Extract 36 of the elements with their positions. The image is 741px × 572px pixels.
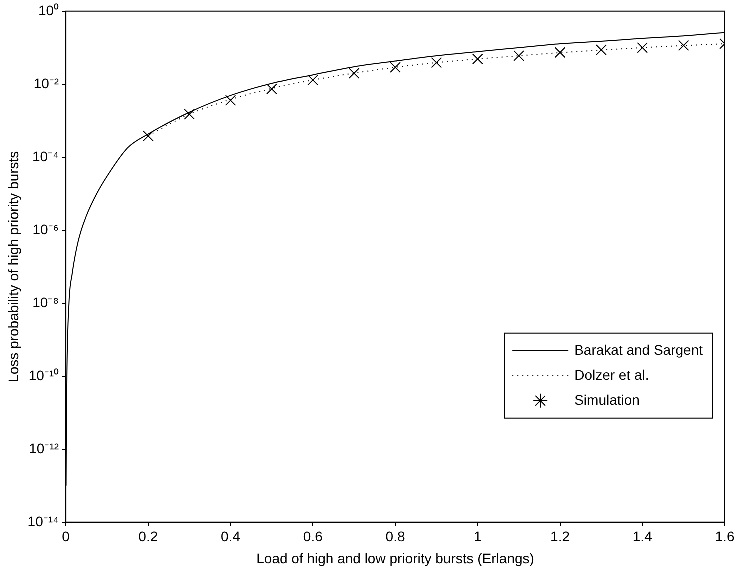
point [637,42,648,54]
y-tick-label: 10⁻¹² [29,440,60,456]
y-tick-label: 10⁻¹⁰ [28,367,60,384]
point [266,84,278,95]
x-tick-label: 0.4 [221,528,241,545]
point [554,47,566,58]
y-tick-label: 10⁻⁴ [32,148,60,164]
x-tick-label: 0.2 [138,528,158,545]
x-tick-label: 0 [62,528,70,545]
y-tick-label: 10⁻¹⁴ [28,513,60,530]
x-axis-title: Load of high and low priority bursts (Erlangs) [256,550,534,566]
point [472,54,484,65]
x-tick-label: 1.4 [632,528,653,545]
x-tick-label: 0.6 [303,528,324,545]
point [348,68,360,79]
y-tick-label: 10⁻² [34,75,60,92]
y-axis-title: Loss probability of high priority bursts [5,151,22,382]
point [308,74,319,86]
x-tick-label: 1.2 [550,528,570,545]
point [596,44,607,56]
point [431,57,442,68]
y-tick-label: 10⁻⁸ [32,294,60,310]
x-tick-label: 1 [474,528,482,545]
point [225,95,236,106]
y-tick-label: 10⁰ [38,2,60,18]
y-tick-label: 10⁻⁶ [32,221,60,238]
x-tick-label: 0.8 [386,528,406,545]
point [142,130,154,142]
legend-label: Dolzer et al. [574,366,650,383]
point [390,62,401,73]
x-tick-label: 1.6 [715,528,735,545]
legend-label: Barakat and Sargent [574,342,704,358]
point [514,50,525,62]
point [184,109,196,120]
point [678,40,690,52]
legend-label: Simulation [574,392,640,408]
